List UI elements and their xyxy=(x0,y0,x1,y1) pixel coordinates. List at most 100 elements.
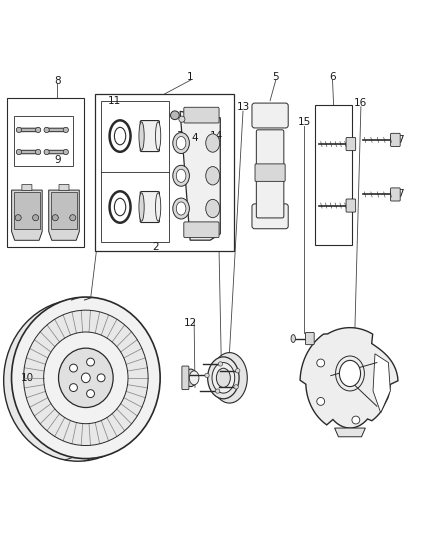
Circle shape xyxy=(35,127,41,133)
Circle shape xyxy=(317,359,325,367)
Ellipse shape xyxy=(155,122,161,150)
Ellipse shape xyxy=(44,332,128,424)
Ellipse shape xyxy=(206,167,220,185)
FancyBboxPatch shape xyxy=(256,130,284,218)
Text: 6: 6 xyxy=(329,71,336,82)
Text: 9: 9 xyxy=(54,155,61,165)
Polygon shape xyxy=(373,354,390,413)
Ellipse shape xyxy=(339,360,360,386)
FancyBboxPatch shape xyxy=(59,184,69,190)
Circle shape xyxy=(352,416,360,424)
Ellipse shape xyxy=(173,165,189,186)
Text: 11: 11 xyxy=(108,95,121,106)
Text: 2: 2 xyxy=(152,242,159,252)
Circle shape xyxy=(87,358,95,366)
Polygon shape xyxy=(51,192,77,229)
Ellipse shape xyxy=(24,310,148,446)
Circle shape xyxy=(63,149,68,155)
Ellipse shape xyxy=(177,169,186,182)
FancyBboxPatch shape xyxy=(17,128,40,132)
FancyBboxPatch shape xyxy=(45,128,67,132)
Polygon shape xyxy=(180,111,220,240)
Ellipse shape xyxy=(59,348,113,408)
Circle shape xyxy=(218,362,223,366)
Ellipse shape xyxy=(177,202,186,215)
Ellipse shape xyxy=(4,300,152,461)
Ellipse shape xyxy=(11,297,160,458)
Ellipse shape xyxy=(139,122,144,150)
Ellipse shape xyxy=(173,198,189,219)
FancyBboxPatch shape xyxy=(184,222,219,238)
Text: 8: 8 xyxy=(54,76,61,86)
Circle shape xyxy=(44,127,49,133)
Text: 7: 7 xyxy=(397,189,403,199)
Ellipse shape xyxy=(177,136,186,150)
Polygon shape xyxy=(335,428,365,437)
Circle shape xyxy=(16,149,21,155)
FancyBboxPatch shape xyxy=(391,188,400,201)
Circle shape xyxy=(234,385,238,389)
FancyBboxPatch shape xyxy=(346,199,356,212)
Ellipse shape xyxy=(291,335,295,343)
Circle shape xyxy=(70,215,76,221)
Text: 7: 7 xyxy=(397,135,403,145)
Ellipse shape xyxy=(206,199,220,217)
Circle shape xyxy=(52,215,58,221)
Ellipse shape xyxy=(139,193,144,221)
Ellipse shape xyxy=(114,127,126,145)
Text: 4: 4 xyxy=(192,133,198,143)
Circle shape xyxy=(179,116,185,122)
Circle shape xyxy=(16,127,21,133)
Circle shape xyxy=(205,373,209,377)
FancyBboxPatch shape xyxy=(346,138,356,151)
Polygon shape xyxy=(12,190,42,240)
FancyBboxPatch shape xyxy=(17,150,40,154)
FancyBboxPatch shape xyxy=(101,101,169,243)
FancyBboxPatch shape xyxy=(14,116,73,166)
Text: 14: 14 xyxy=(210,131,223,141)
Circle shape xyxy=(35,149,41,155)
Ellipse shape xyxy=(212,362,235,393)
FancyBboxPatch shape xyxy=(95,94,234,251)
FancyBboxPatch shape xyxy=(182,366,189,390)
FancyBboxPatch shape xyxy=(140,191,159,222)
Text: 10: 10 xyxy=(20,373,33,383)
FancyBboxPatch shape xyxy=(252,204,288,229)
FancyBboxPatch shape xyxy=(184,107,219,123)
FancyBboxPatch shape xyxy=(45,150,67,154)
Text: 12: 12 xyxy=(184,318,197,328)
Circle shape xyxy=(87,390,95,398)
Circle shape xyxy=(70,364,78,372)
Text: 13: 13 xyxy=(237,102,250,112)
Ellipse shape xyxy=(173,133,189,154)
Circle shape xyxy=(170,111,179,119)
Circle shape xyxy=(32,215,39,221)
Ellipse shape xyxy=(114,198,126,216)
Text: 1: 1 xyxy=(187,71,194,82)
Circle shape xyxy=(97,374,105,382)
FancyBboxPatch shape xyxy=(252,103,288,128)
Text: 15: 15 xyxy=(297,117,311,127)
FancyBboxPatch shape xyxy=(22,184,32,190)
Text: 3: 3 xyxy=(177,131,183,141)
FancyBboxPatch shape xyxy=(140,120,159,151)
Text: 5: 5 xyxy=(272,71,279,82)
Ellipse shape xyxy=(81,373,90,383)
Circle shape xyxy=(215,389,220,393)
Ellipse shape xyxy=(208,357,239,399)
Polygon shape xyxy=(300,328,398,428)
FancyBboxPatch shape xyxy=(255,164,285,181)
Circle shape xyxy=(70,384,78,392)
Polygon shape xyxy=(49,190,79,240)
Polygon shape xyxy=(212,353,247,403)
FancyBboxPatch shape xyxy=(305,333,314,345)
Circle shape xyxy=(236,369,240,373)
FancyBboxPatch shape xyxy=(391,133,400,147)
Ellipse shape xyxy=(155,193,161,221)
Circle shape xyxy=(15,215,21,221)
FancyBboxPatch shape xyxy=(315,105,352,245)
Ellipse shape xyxy=(216,368,230,387)
Text: 16: 16 xyxy=(354,98,367,108)
Circle shape xyxy=(317,398,325,405)
Polygon shape xyxy=(14,192,40,229)
